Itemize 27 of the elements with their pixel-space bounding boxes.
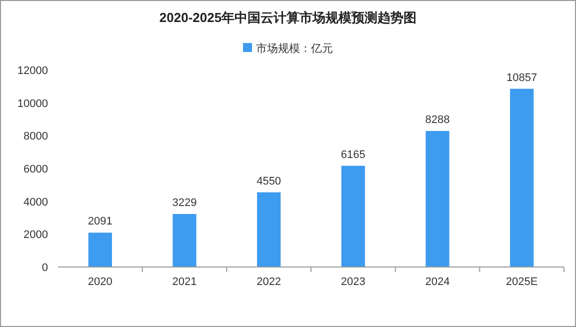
data-label: 10857: [506, 72, 538, 84]
data-label: 6165: [340, 148, 366, 161]
y-tick-label: 0: [42, 262, 48, 274]
x-tick-label: 2023: [340, 276, 366, 288]
x-tick-label: 2025E: [506, 276, 538, 288]
y-tick-label: 6000: [24, 164, 48, 176]
data-label: 3229: [172, 196, 197, 209]
x-tick-label: 2022: [256, 276, 282, 288]
data-label: 2091: [88, 216, 112, 228]
bar: [172, 214, 196, 267]
bar: [88, 232, 112, 267]
y-tick-label: 8000: [24, 130, 48, 143]
x-tick-label: 2020: [88, 276, 112, 288]
y-tick-label: 12000: [17, 65, 48, 77]
y-tick-label: 10000: [17, 98, 48, 110]
bar: [341, 166, 365, 267]
chart-title: 2020-2025年中国云计算市场规模预测趋势图: [159, 10, 417, 25]
y-tick-label: 2000: [24, 229, 48, 242]
data-label: 8288: [425, 114, 450, 126]
data-label: 4550: [256, 175, 282, 188]
x-tick-label: 2021: [172, 276, 197, 288]
legend-label: 市场规模：亿元: [256, 42, 333, 55]
x-tick-label: 2024: [425, 276, 450, 288]
bar: [257, 192, 281, 267]
bar: [510, 88, 534, 267]
y-tick-label: 4000: [24, 196, 48, 208]
bar: [426, 130, 450, 267]
